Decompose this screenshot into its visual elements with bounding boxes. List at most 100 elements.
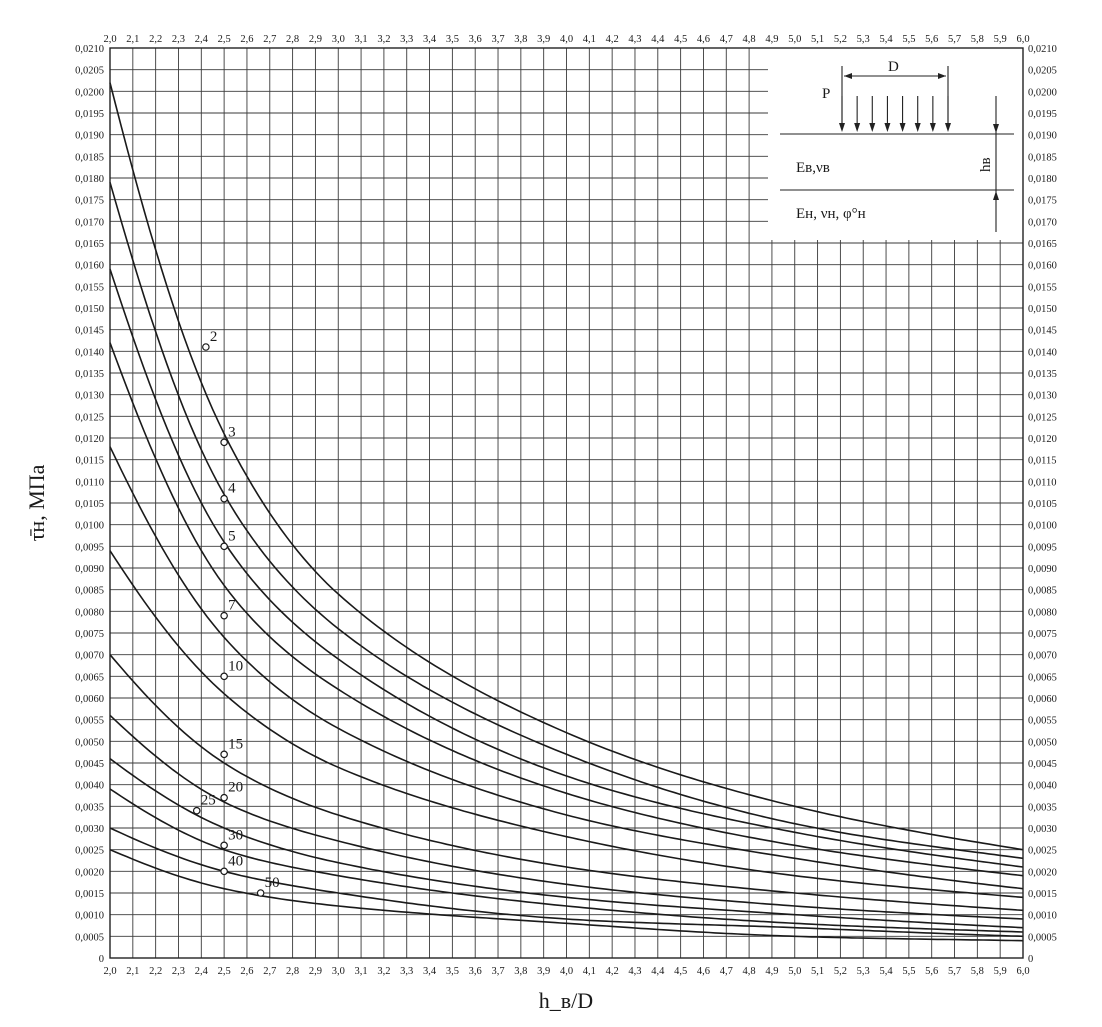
curve-marker [220,750,228,759]
x-tick-label-top: 5,8 [971,34,984,45]
y-tick-label: 0,0155 [75,282,104,293]
x-tick-label: 3,8 [514,966,527,977]
curve-label: 15 [228,736,243,752]
y-tick-label-right: 0,0005 [1028,932,1057,943]
x-tick-label: 3,1 [355,966,368,977]
x-tick-label-top: 3,5 [446,34,459,45]
y-tick-label-right: 0,0045 [1028,759,1057,770]
y-tick-label: 0,0030 [75,824,104,835]
x-tick-label: 4,0 [560,966,573,977]
y-tick-label-right: 0,0015 [1028,889,1057,900]
curve-7 [109,446,1024,890]
x-tick-label-top: 4,3 [628,34,641,45]
y-tick-label: 0,0010 [75,911,104,922]
y-tick-label: 0,0200 [75,87,104,98]
x-tick-label-top: 2,3 [172,34,185,45]
x-tick-label-top: 3,4 [423,34,437,45]
y-tick-label: 0,0060 [75,694,104,705]
load-arrow-head-icon [914,123,921,132]
curve-10 [109,550,1024,899]
x-tick-label-top: 2,9 [309,34,322,45]
y-ticks-right: 0 0,0005 0,0010 0,0015 0,0020 0,0025 0,0030 0,0… [1028,44,1057,965]
lower-layer-label: Eн, νн, φ°н [796,206,866,222]
x-tick-label-top: 4,2 [606,34,619,45]
thickness-arrow-down-icon [993,124,999,133]
x-tick-label-top: 5,7 [948,34,961,45]
y-tick-label: 0,0020 [75,867,104,878]
curve-4 [109,268,1024,868]
x-tick-label-top: 4,0 [560,34,573,45]
x-tick-label: 3,3 [400,966,413,977]
curve-markers [192,343,265,897]
y-tick-label: 0,0165 [75,239,104,250]
y-tick-label-right: 0,0205 [1028,66,1057,77]
x-tick-label: 2,8 [286,966,299,977]
x-tick-label-top: 3,1 [355,34,368,45]
x-tick-label-top: 2,4 [195,34,209,45]
curve-marker [220,494,228,503]
x-tick-label-top: 4,9 [765,34,778,45]
x-tick-label-top: 5,5 [902,34,915,45]
y-tick-label-right: 0,0070 [1028,651,1057,662]
y-tick-label: 0,0105 [75,499,104,510]
y-axis-label: τ̄н, МПа [24,464,49,541]
y-tick-label-right: 0,0095 [1028,542,1057,553]
x-tick-label: 5,9 [994,966,1007,977]
x-tick-label-top: 4,1 [583,34,596,45]
y-tick-label: 0,0095 [75,542,104,553]
d-arrow-right-icon [938,73,946,79]
x-tick-label-top: 5,1 [811,34,824,45]
y-tick-label-right: 0,0100 [1028,521,1057,532]
x-tick-label-top: 3,3 [400,34,413,45]
x-tick-label-top: 2,1 [126,34,139,45]
y-tick-label-right: 0,0150 [1028,304,1057,315]
y-tick-label: 0,0070 [75,651,104,662]
curve-30 [109,788,1024,933]
y-tick-label-right: 0,0130 [1028,391,1057,402]
y-tick-label-right: 0,0105 [1028,499,1057,510]
x-tick-label-top: 3,9 [537,34,550,45]
x-ticks-top: 2,0 2,1 2,2 2,3 2,4 2,5 2,6 2,7 2,8 2,9 3,0 3,1 3,2 3… [103,34,1029,45]
y-tick-label-right: 0,0175 [1028,196,1057,207]
x-tick-label-top: 2,2 [149,34,162,45]
x-tick-label: 5,5 [902,966,915,977]
curve-marker [220,841,228,850]
y-tick-label-right: 0,0050 [1028,737,1057,748]
y-tick-label: 0,0115 [76,456,105,467]
y-tick-label-right: 0,0060 [1028,694,1057,705]
y-ticks-left: 0 0,0005 0,0010 0,0015 0,0020 0,0025 0,0030 0,0… [75,44,104,965]
curve-label: 40 [228,853,243,869]
y-tick-label-right: 0,0200 [1028,87,1057,98]
curve-marker [220,438,228,447]
x-tick-label: 5,1 [811,966,824,977]
y-tick-label-right: 0,0125 [1028,412,1057,423]
y-tick-label-right: 0,0040 [1028,781,1057,792]
x-tick-label: 2,2 [149,966,162,977]
curve-marker [256,889,265,897]
plot-frame [109,47,1024,959]
y-tick-label-right: 0,0025 [1028,846,1057,857]
y-tick-label: 0,0135 [75,369,104,380]
x-tick-label: 5,4 [879,966,893,977]
curve-label: 25 [201,793,216,809]
x-tick-label-top: 5,6 [925,34,938,45]
x-tick-label-top: 4,8 [743,34,756,45]
y-tick-label: 0,0185 [75,152,104,163]
y-tick-label-right: 0,0190 [1028,131,1057,142]
x-tick-label: 6,0 [1016,966,1029,977]
y-tick-label: 0,0180 [75,174,104,185]
x-tick-label-top: 2,7 [263,34,276,45]
x-tick-label-top: 3,7 [491,34,504,45]
y-tick-label-right: 0,0010 [1028,911,1057,922]
x-tick-label: 2,4 [195,966,209,977]
x-tick-label-top: 2,5 [218,34,231,45]
y-tick-label-right: 0,0195 [1028,109,1057,120]
curve-labels: 2 3 4 5 7 10 15 20 25 30 40 50 [201,329,280,891]
y-tick-label-right: 0,0145 [1028,326,1057,337]
y-tick-label-right: 0,0120 [1028,434,1057,445]
x-tick-label: 3,0 [332,966,345,977]
curve-2 [109,82,1024,851]
x-tick-label: 5,2 [834,966,847,977]
y-tick-label: 0,0085 [75,586,104,597]
